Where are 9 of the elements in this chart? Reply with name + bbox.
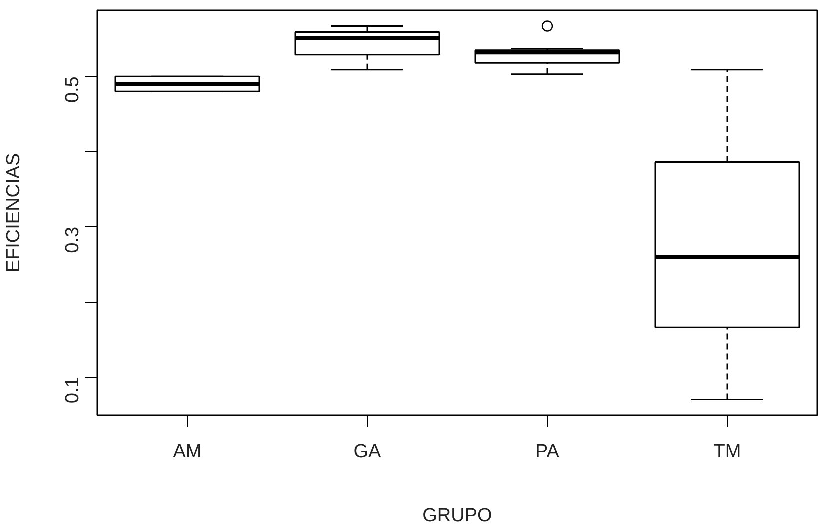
y-tick-label: 0.5 <box>62 76 84 104</box>
x-axis-title: GRUPO <box>422 506 492 526</box>
x-tick-label: GA <box>354 442 382 462</box>
x-tick-label: TM <box>714 442 742 462</box>
y-tick-label: 0.1 <box>62 377 84 404</box>
y-tick-label: 0.3 <box>62 226 84 254</box>
x-tick-label: PA <box>536 442 560 462</box>
y-axis-title: EFICIENCIAS <box>4 153 24 273</box>
x-tick-label: AM <box>173 442 202 462</box>
